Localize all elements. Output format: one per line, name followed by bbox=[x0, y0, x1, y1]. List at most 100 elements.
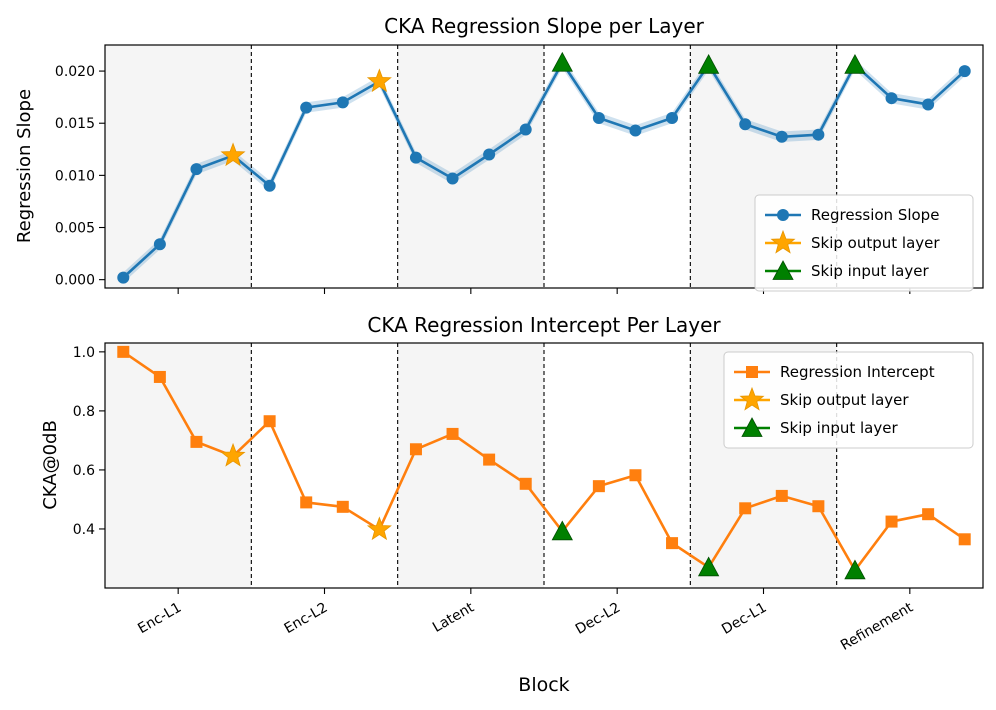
data-point bbox=[629, 469, 642, 482]
block-shade-region bbox=[105, 343, 252, 588]
data-point bbox=[117, 271, 130, 284]
data-point bbox=[300, 496, 313, 509]
legend-label: Regression Slope bbox=[811, 206, 939, 224]
legend-marker bbox=[739, 386, 765, 411]
legend-marker bbox=[772, 260, 794, 280]
data-point bbox=[592, 112, 605, 125]
legend-marker bbox=[770, 229, 796, 254]
skip-output-marker bbox=[220, 142, 246, 167]
data-point bbox=[336, 96, 349, 109]
data-point bbox=[666, 112, 679, 125]
y-tick-label: 0.015 bbox=[55, 116, 95, 132]
data-point bbox=[446, 172, 459, 185]
slope-y-ticks: 0.000 0.005 0.010 0.015 0.020 bbox=[55, 64, 105, 289]
data-point bbox=[519, 123, 532, 136]
slope-legend: Regression Slope Skip output layer Skip in… bbox=[754, 194, 974, 292]
data-point bbox=[629, 124, 642, 137]
data-point bbox=[336, 500, 349, 513]
legend-label: Skip input layer bbox=[811, 262, 929, 280]
block-boundaries bbox=[250, 45, 838, 288]
legend-box bbox=[754, 194, 974, 292]
data-point bbox=[300, 101, 313, 114]
data-point bbox=[117, 345, 130, 358]
intercept-markers bbox=[117, 345, 971, 550]
x-tick-label: Latent bbox=[430, 599, 477, 636]
y-tick-label: 0.020 bbox=[55, 64, 95, 80]
skip-layer-markers bbox=[220, 442, 866, 580]
legend-marker bbox=[777, 209, 789, 221]
series-line bbox=[122, 61, 966, 279]
legend-label: Regression Intercept bbox=[780, 363, 935, 381]
data-point bbox=[958, 65, 971, 78]
data-point bbox=[922, 98, 935, 111]
legend-box bbox=[723, 351, 974, 449]
data-point bbox=[666, 537, 679, 550]
y-tick-label: 0.000 bbox=[55, 273, 95, 289]
y-tick-label: 1.0 bbox=[73, 345, 95, 361]
y-tick-label: 0.4 bbox=[73, 522, 95, 538]
data-point bbox=[812, 500, 825, 513]
legend-label: Skip output layer bbox=[811, 234, 940, 252]
data-point bbox=[483, 453, 496, 466]
skip-input-marker bbox=[844, 53, 866, 74]
data-point bbox=[775, 489, 788, 502]
data-point bbox=[885, 515, 898, 528]
x-tick-label: Enc-L2 bbox=[282, 600, 331, 637]
slope-panel: 0.000 0.005 0.010 0.015 0.020 CKA Regression… bbox=[14, 14, 984, 294]
data-point bbox=[922, 508, 935, 521]
skip-output-marker bbox=[366, 68, 392, 93]
data-point bbox=[483, 148, 496, 161]
x-tick-label: Refinement bbox=[838, 599, 916, 653]
x-tick-label: Dec-L1 bbox=[719, 600, 769, 638]
skip-input-marker bbox=[551, 520, 573, 541]
slope-axes-frame bbox=[104, 44, 984, 289]
legend-marker bbox=[741, 417, 763, 437]
slope-line bbox=[122, 61, 966, 279]
skip-layer-markers bbox=[220, 51, 866, 167]
intercept-y-ticks: 0.4 0.6 0.8 1.0 bbox=[73, 345, 105, 538]
data-point bbox=[739, 502, 752, 515]
y-tick-label: 0.005 bbox=[55, 221, 95, 237]
data-point bbox=[153, 238, 166, 251]
intercept-line bbox=[122, 350, 966, 572]
legend-marker bbox=[746, 366, 758, 378]
data-point bbox=[446, 427, 459, 440]
skip-output-marker bbox=[220, 442, 246, 467]
data-point bbox=[190, 435, 203, 448]
legend-label: Skip output layer bbox=[780, 391, 909, 409]
data-point bbox=[592, 480, 605, 493]
data-point bbox=[775, 130, 788, 143]
slope-markers bbox=[117, 65, 971, 284]
y-tick-label: 0.010 bbox=[55, 168, 95, 184]
data-point bbox=[153, 370, 166, 383]
slope-chart-title: CKA Regression Slope per Layer bbox=[384, 14, 704, 38]
intercept-legend: Regression Intercept Skip output layer Ski… bbox=[723, 351, 974, 449]
x-axis-label: Block bbox=[518, 674, 569, 696]
block-shade-region bbox=[397, 343, 544, 588]
data-point bbox=[958, 533, 971, 546]
intercept-y-axis-label: CKA@0dB bbox=[40, 420, 61, 510]
y-tick-label: 0.8 bbox=[73, 404, 95, 420]
skip-input-marker bbox=[844, 559, 866, 580]
data-point bbox=[812, 128, 825, 141]
block-boundaries bbox=[250, 343, 838, 588]
block-shade-region bbox=[105, 45, 252, 288]
data-point bbox=[519, 477, 532, 490]
data-point bbox=[190, 163, 203, 176]
data-point bbox=[739, 118, 752, 131]
data-point bbox=[263, 179, 276, 192]
data-point bbox=[263, 415, 276, 428]
slope-y-axis-label: Regression Slope bbox=[14, 89, 35, 243]
intercept-axes-frame bbox=[104, 342, 984, 589]
x-tick-label: Dec-L2 bbox=[573, 600, 623, 638]
skip-input-marker bbox=[697, 556, 720, 577]
skip-output-marker bbox=[366, 516, 392, 541]
intercept-panel: 0.4 0.6 0.8 1.0 Enc-L1 Enc-L2 Latent Dec-L2 Dec… bbox=[40, 313, 984, 696]
intercept-x-ticks: Enc-L1 Enc-L2 Latent Dec-L2 Dec-L1 Refinement bbox=[135, 588, 916, 654]
x-tick-label: Enc-L1 bbox=[135, 600, 184, 637]
legend-label: Skip input layer bbox=[780, 419, 898, 437]
data-point bbox=[885, 92, 898, 105]
data-point bbox=[409, 443, 422, 456]
data-point bbox=[409, 151, 422, 164]
